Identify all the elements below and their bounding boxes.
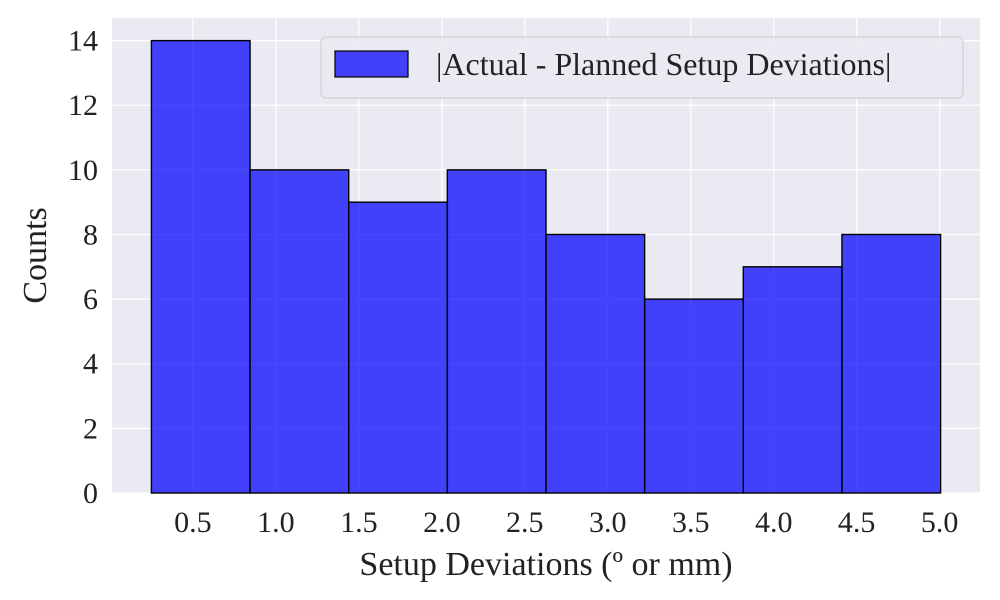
x-tick-labels: 0.5 1.0 1.5 2.0 2.5 3.0 3.5 4.0 4.5 5.0	[174, 506, 958, 539]
histogram-bar	[150, 39, 251, 494]
y-tick-label: 0	[83, 477, 98, 510]
y-tick-labels: 0 2 4 6 8 10 12 14	[68, 25, 98, 510]
x-tick-label: 1.0	[257, 506, 295, 539]
y-tick-label: 8	[83, 218, 98, 251]
histogram-bar	[841, 233, 942, 494]
y-tick-label: 14	[68, 25, 98, 58]
histogram-bar	[742, 266, 843, 494]
x-tick-label: 4.0	[755, 506, 793, 539]
legend-label: |Actual - Planned Setup Deviations|	[436, 46, 891, 82]
y-tick-label: 6	[83, 283, 98, 316]
y-axis-label: Counts	[17, 207, 54, 303]
x-tick-label: 2.5	[506, 506, 544, 539]
histogram-bar	[643, 298, 744, 494]
bars	[150, 39, 942, 494]
histogram-bar	[545, 233, 646, 494]
legend-box	[320, 36, 964, 99]
legend: |Actual - Planned Setup Deviations|	[320, 36, 964, 99]
x-axis-label: Setup Deviations (º or mm)	[359, 546, 732, 583]
y-tick-label: 10	[68, 154, 98, 187]
histogram-bar	[446, 169, 547, 494]
x-tick-label: 5.0	[921, 506, 959, 539]
histogram-bar	[348, 201, 449, 494]
x-tick-label: 3.5	[672, 506, 710, 539]
y-tick-label: 4	[83, 348, 98, 381]
x-tick-label: 0.5	[174, 506, 212, 539]
x-tick-label: 1.5	[340, 506, 378, 539]
legend-swatch	[334, 50, 409, 78]
y-tick-label: 12	[68, 89, 98, 122]
x-tick-label: 4.5	[838, 506, 876, 539]
x-tick-label: 2.0	[423, 506, 461, 539]
histogram-bar	[249, 169, 350, 494]
y-tick-label: 2	[83, 412, 98, 445]
x-tick-label: 3.0	[589, 506, 627, 539]
